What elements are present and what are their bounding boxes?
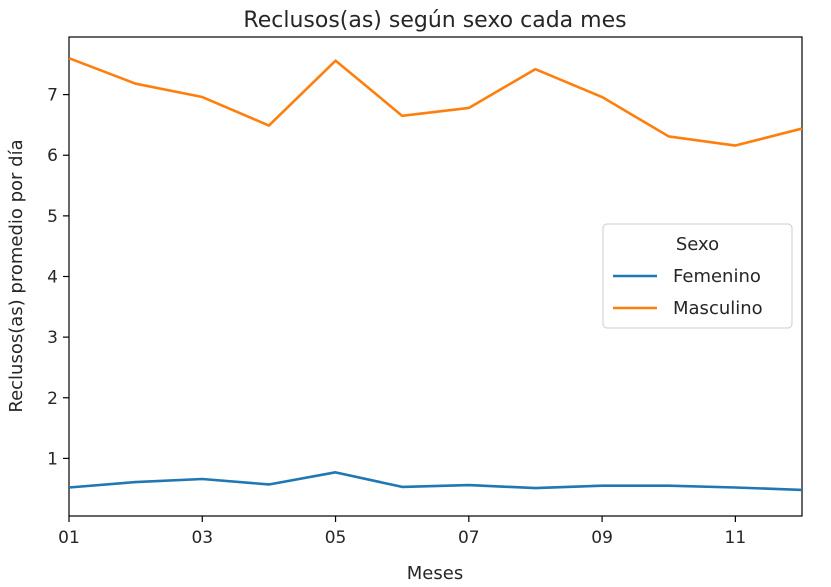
x-tick-label: 05: [325, 528, 347, 548]
y-tick-label: 7: [47, 86, 58, 106]
x-tick-label: 07: [458, 528, 480, 548]
legend-label-masculino: Masculino: [673, 298, 763, 319]
x-tick-label: 11: [725, 528, 747, 548]
y-axis-label: Reclusos(as) promedio por día: [6, 139, 27, 412]
y-tick-label: 1: [47, 449, 58, 469]
series-line-masculino: [68, 57, 803, 147]
x-axis-label: Meses: [407, 563, 463, 584]
legend: Sexo Femenino Masculino: [602, 223, 793, 329]
legend-title: Sexo: [676, 234, 719, 255]
y-tick-label: 6: [47, 146, 58, 166]
chart-title: Reclusos(as) según sexo cada mes: [243, 8, 626, 33]
y-tick-label: 3: [47, 328, 58, 348]
y-axis: 1 2 3 4 5 6 7: [47, 86, 69, 469]
legend-box: [602, 223, 793, 329]
series-lines: [68, 57, 803, 492]
x-axis: 01 03 05 07 09 11: [58, 516, 746, 548]
series-line-femenino: [68, 471, 803, 492]
legend-label-femenino: Femenino: [673, 266, 761, 287]
x-tick-label: 01: [58, 528, 80, 548]
y-tick-label: 2: [47, 389, 58, 409]
x-tick-label: 03: [191, 528, 213, 548]
y-tick-label: 5: [47, 207, 58, 227]
x-tick-label: 09: [591, 528, 613, 548]
y-tick-label: 4: [47, 268, 58, 288]
